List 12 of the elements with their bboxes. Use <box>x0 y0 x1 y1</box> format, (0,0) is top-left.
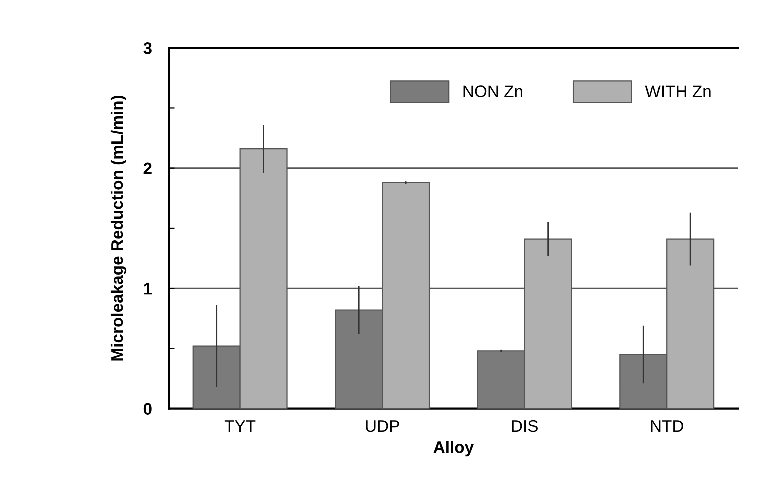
y-axis-title: Microleakage Reduction (mL/min) <box>110 96 127 361</box>
x-axis-title: Alloy <box>434 441 474 457</box>
x-tick-label: TYT <box>224 420 256 432</box>
x-tick-label: UDP <box>366 420 400 432</box>
y-tick-label: 3 <box>144 42 152 54</box>
legend-label: WITH Zn <box>645 86 711 98</box>
x-tick-label: NTD <box>651 420 684 432</box>
y-tick-label: 2 <box>144 162 152 174</box>
x-tick-label: DIS <box>512 420 538 432</box>
y-tick-label: 0 <box>144 403 152 416</box>
legend-label: NON Zn <box>464 86 522 98</box>
y-tick-label: 1 <box>144 283 152 295</box>
